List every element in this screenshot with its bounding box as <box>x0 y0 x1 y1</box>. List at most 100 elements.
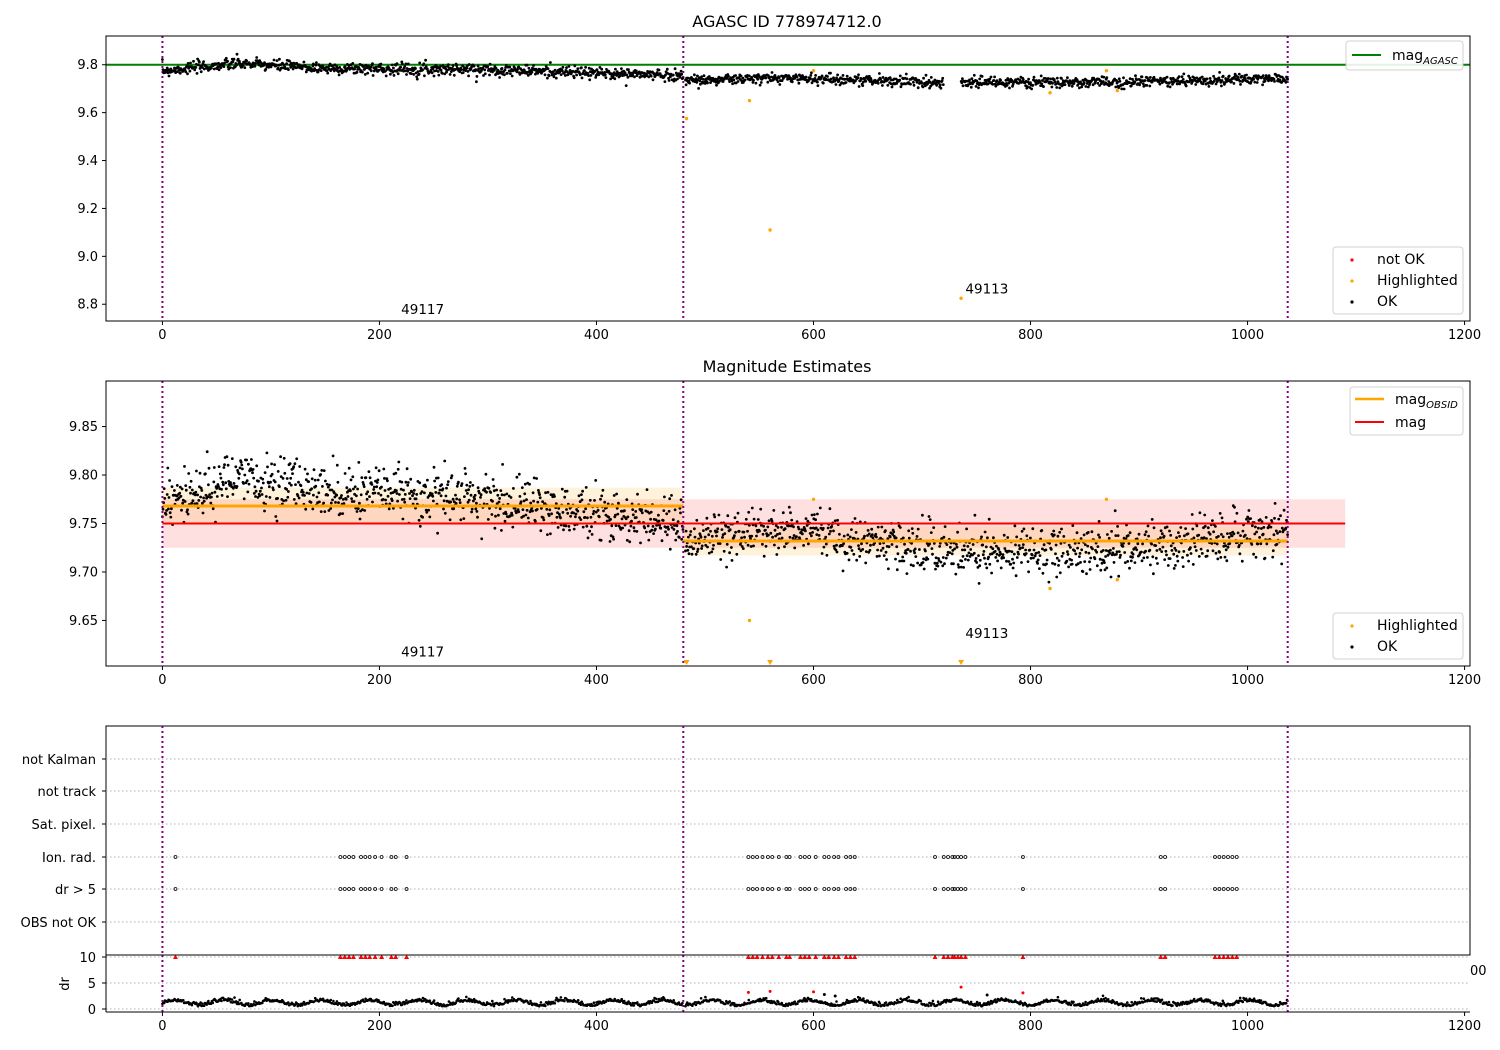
ok-point <box>938 541 942 545</box>
ok-point <box>1226 532 1229 535</box>
ok-point <box>1261 83 1264 87</box>
dr-point <box>405 999 408 1002</box>
ok-point <box>512 487 515 490</box>
ok-point <box>1001 553 1005 556</box>
ok-point <box>684 83 688 87</box>
ok-point <box>905 572 909 575</box>
ok-point <box>409 72 413 75</box>
ok-point <box>632 526 636 530</box>
ok-point <box>405 73 408 76</box>
ok-point <box>412 492 416 495</box>
ok-point <box>702 74 706 78</box>
ok-point <box>961 548 964 552</box>
ok-point <box>537 489 540 492</box>
ok-point <box>992 79 996 82</box>
ok-point <box>929 84 933 88</box>
flag-point <box>1158 855 1163 859</box>
ok-point <box>1035 79 1038 82</box>
ok-point <box>357 461 361 464</box>
ok-point <box>595 68 599 71</box>
ok-point <box>1136 542 1140 546</box>
ok-point <box>528 482 531 486</box>
legend-marker-highlighted <box>1350 279 1354 283</box>
ok-point <box>969 548 973 551</box>
ok-point <box>726 514 730 518</box>
ok-point <box>500 529 503 532</box>
ok-point <box>397 460 401 464</box>
ok-point <box>322 501 325 505</box>
ok-point <box>1054 552 1057 556</box>
ok-point <box>767 519 771 523</box>
ok-point <box>902 559 906 563</box>
ok-point <box>1243 533 1247 537</box>
ok-point <box>816 80 819 84</box>
magnitude-panel-title: Magnitude Estimates <box>703 357 872 376</box>
ok-point <box>1084 85 1088 88</box>
flag-point <box>1221 855 1226 859</box>
ok-point <box>615 492 618 496</box>
ok-point <box>193 68 197 72</box>
ok-point <box>1126 534 1130 537</box>
x-tick-label: 0 <box>158 328 166 343</box>
dr-point <box>650 1001 654 1004</box>
ok-point <box>425 510 429 514</box>
ok-point <box>1091 547 1094 551</box>
flag-point <box>173 887 178 891</box>
ok-point <box>553 495 556 498</box>
ok-point <box>741 547 745 550</box>
dr-point <box>775 1002 778 1006</box>
ok-point <box>850 528 853 531</box>
ok-point <box>1272 77 1276 81</box>
dr-point <box>796 1002 799 1005</box>
ok-point <box>466 500 470 504</box>
ok-point <box>1083 560 1087 563</box>
ok-point <box>563 495 567 499</box>
ok-point <box>1054 543 1058 547</box>
flag-category-label: not Kalman <box>22 753 96 768</box>
ok-point <box>1158 547 1162 551</box>
ok-point <box>409 477 413 481</box>
ok-point <box>728 80 731 83</box>
flag-point <box>393 887 398 891</box>
ok-point <box>594 479 598 482</box>
ok-point <box>1026 560 1030 563</box>
ok-point <box>332 491 336 495</box>
ok-point <box>179 494 183 498</box>
ok-point <box>363 73 367 76</box>
ok-point <box>747 523 751 527</box>
ok-point <box>521 508 525 511</box>
ok-point <box>1128 77 1132 81</box>
flag-point <box>404 855 409 859</box>
ok-point <box>451 67 454 70</box>
ok-point <box>313 478 317 482</box>
flag-point <box>852 855 857 859</box>
flag-point <box>359 887 363 891</box>
ok-point <box>1078 552 1082 555</box>
ok-point <box>740 536 743 540</box>
ok-point <box>927 78 931 82</box>
ok-point <box>975 561 979 564</box>
ok-point <box>251 468 255 471</box>
ok-point <box>1178 534 1181 538</box>
ok-point <box>473 493 477 497</box>
ok-point <box>321 485 324 488</box>
ok-point <box>479 496 482 499</box>
ok-point <box>773 543 776 547</box>
ok-point <box>996 559 999 563</box>
ok-point <box>928 542 931 546</box>
dr-point <box>230 998 234 1001</box>
ok-point <box>623 509 626 513</box>
dr-point <box>539 1001 543 1004</box>
ok-point <box>896 552 900 556</box>
ok-point <box>1263 79 1267 83</box>
ok-point <box>945 543 949 546</box>
ok-point <box>414 67 417 70</box>
ok-point <box>1147 534 1150 538</box>
ok-point <box>901 555 905 559</box>
flag-point <box>832 855 837 859</box>
ok-point <box>1184 527 1187 530</box>
ok-point <box>201 501 204 505</box>
ok-point <box>491 70 494 74</box>
ok-point <box>1003 547 1007 550</box>
ok-point <box>273 480 277 484</box>
